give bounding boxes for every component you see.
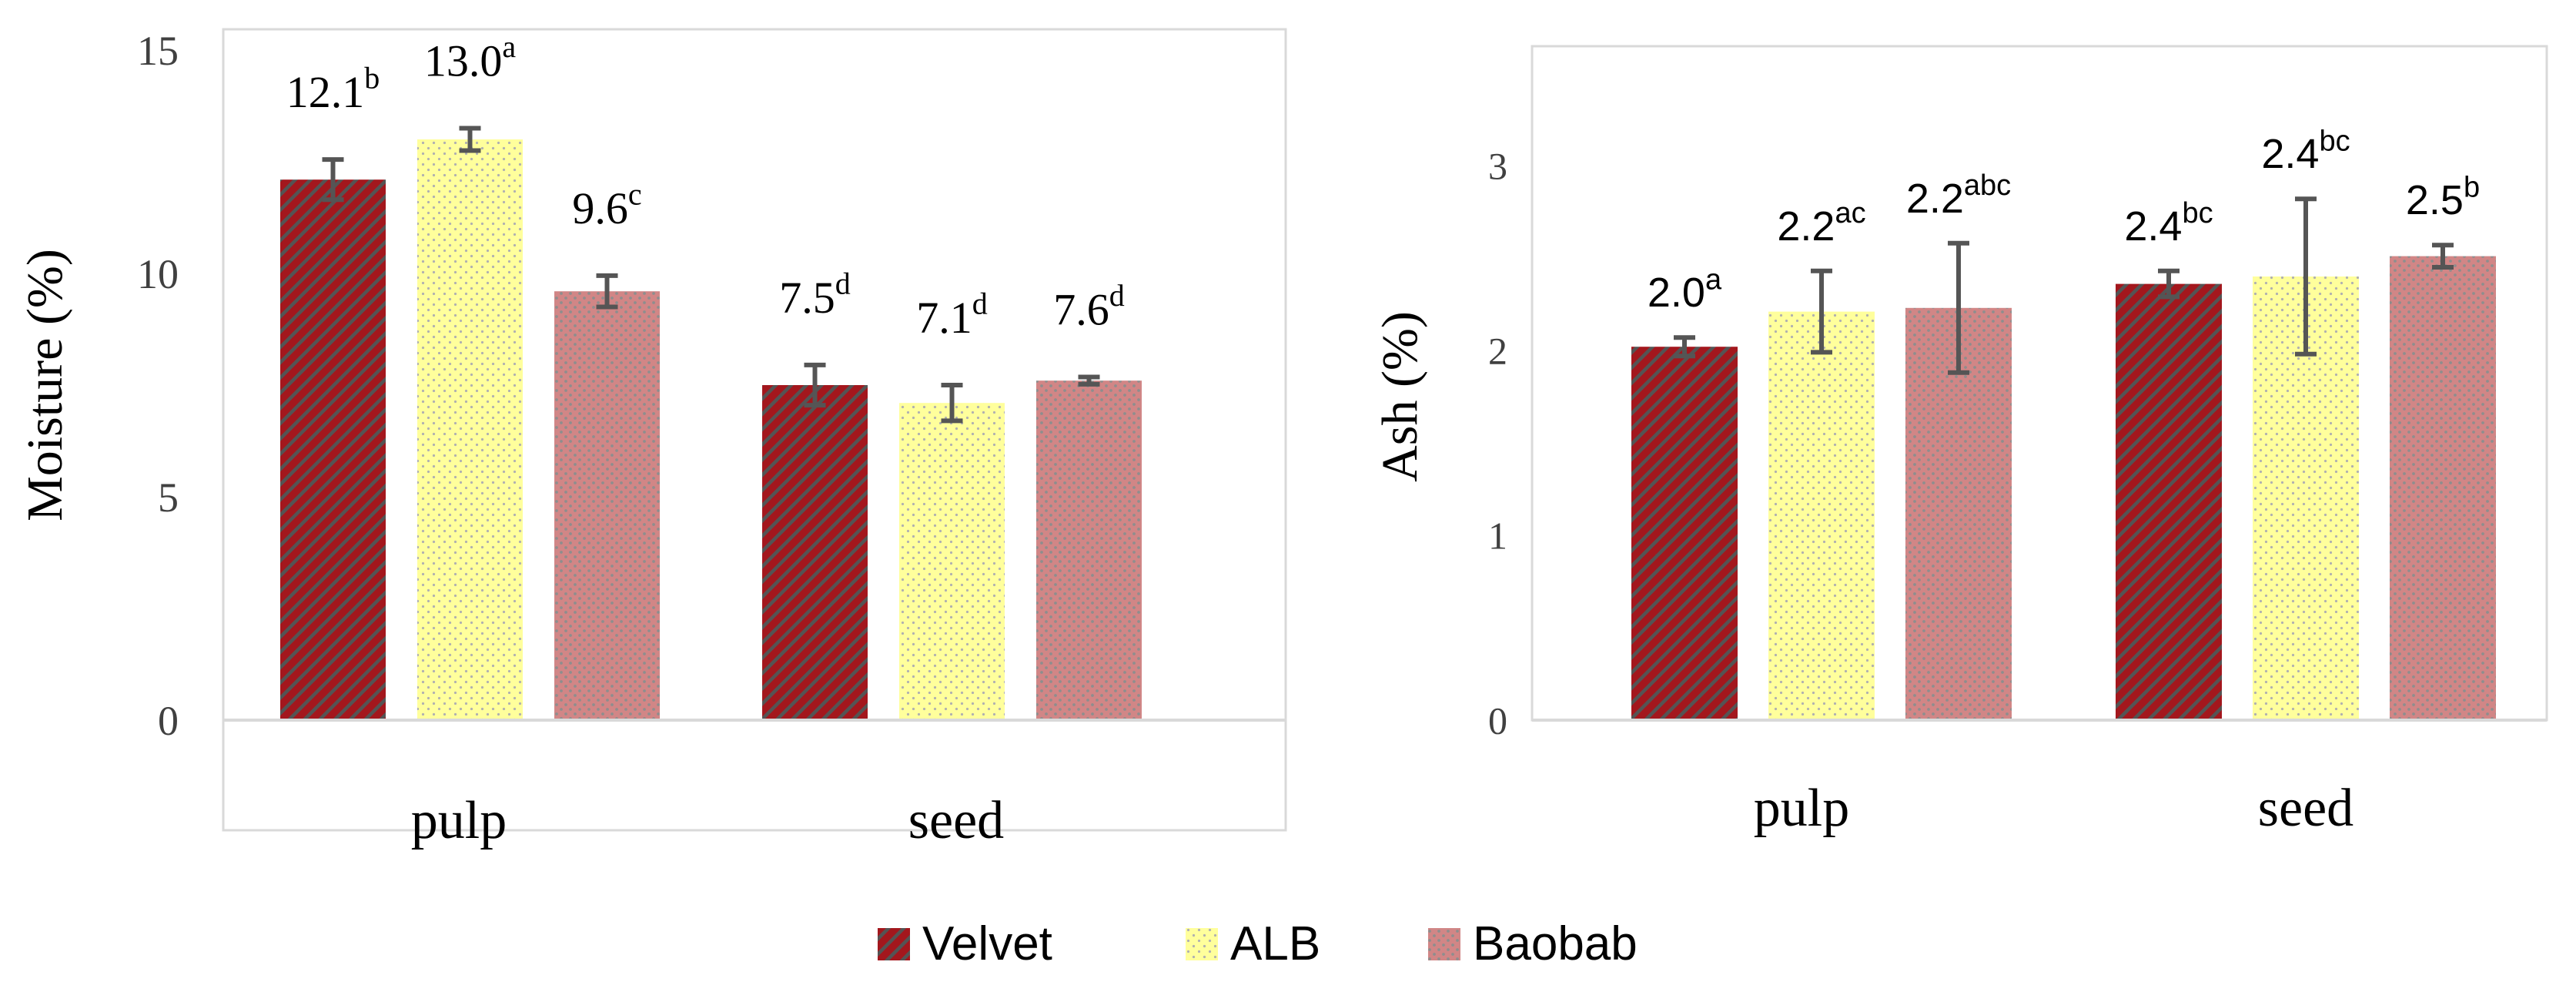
data-label: 2.0a [1648,264,1722,317]
y-tick-label: 0 [158,698,179,744]
data-label: 9.6c [572,177,641,233]
legend-label: ALB [1230,917,1320,970]
data-label: 7.6d [1053,278,1125,334]
bar-baobab-pulp [554,291,660,720]
category-label: seed [2258,779,2354,838]
y-tick-label: 15 [137,28,179,74]
category-label: pulp [1754,779,1849,838]
error-bar [596,273,618,310]
bar-velvet-seed [2116,283,2222,721]
data-label: 2.5b [2406,172,2480,224]
legend-swatch [878,928,910,960]
legend-swatch [1428,928,1460,960]
bar-baobab-seed [2390,256,2496,721]
error-bar [2295,196,2317,357]
bar-baobab-seed [1036,380,1142,720]
legend-item-alb: ALB [1186,917,1320,970]
ash-chart: 0 1 2 3 Ash (%) 2.0a 2.4bc 2.2ac 2.4bc 2.2abc 2.5b… [1372,45,2548,838]
error-bar [2158,268,2180,300]
bar-alb-pulp [417,139,523,720]
chart-frame [222,28,1287,832]
data-label: 12.1b [286,61,380,117]
bar-velvet-seed [762,385,868,720]
error-bar [2432,243,2454,270]
legend-item-velvet: Velvet [878,917,1052,970]
y-tick-label: 1 [1488,514,1507,558]
y-tick-label: 0 [1488,699,1507,742]
legend-item-baobab: Baobab [1428,917,1638,970]
bar-velvet-pulp [1631,347,1738,720]
moisture-chart: 0 5 10 15 Moisture (%) 12.1b 7.5d 13.0a 7.1d 9.6c… [17,28,1287,850]
data-label: 2.4bc [2261,126,2350,178]
bar-alb-pulp [1768,311,1875,721]
bar-velvet-pulp [280,179,386,720]
error-bar [1811,268,1832,355]
data-label: 7.5d [779,266,851,323]
legend-label: Velvet [922,917,1052,970]
error-bar [941,383,963,424]
y-tick-label: 3 [1488,145,1507,188]
data-label: 2.2abc [1906,169,2011,222]
data-label: 7.1d [916,287,988,343]
data-label: 2.2ac [1777,197,1865,250]
legend: Velvet ALB Baobab [878,917,1638,970]
y-axis-title: Moisture (%) [17,249,73,521]
legend-label: Baobab [1473,917,1638,970]
y-tick-label: 5 [158,474,179,521]
y-axis-title: Ash (%) [1372,311,1428,482]
error-bar [1674,335,1695,359]
error-bar [1078,374,1100,387]
y-tick-label: 2 [1488,330,1507,373]
data-label: 2.4bc [2124,197,2213,250]
y-tick-label: 10 [137,251,179,297]
error-bar [322,157,344,203]
data-label: 13.0a [424,29,517,85]
error-bar [459,126,481,153]
bar-baobab-pulp [1905,307,2012,720]
legend-swatch [1186,928,1218,960]
error-bar [804,362,826,408]
bar-alb-seed [899,403,1005,720]
category-label: pulp [411,791,507,850]
error-bar [1948,240,1969,375]
category-label: seed [908,791,1004,850]
